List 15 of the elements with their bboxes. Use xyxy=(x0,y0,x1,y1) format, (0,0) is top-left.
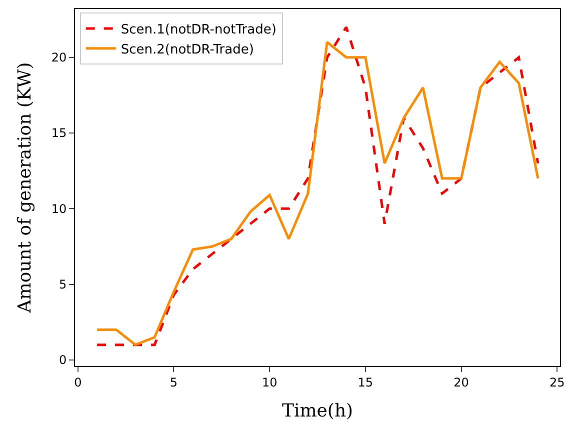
y-tick-label: 20 xyxy=(51,50,67,65)
legend-label: Scen.1(notDR-notTrade) xyxy=(120,22,276,38)
legend-label: Scen.2(notDR-Trade) xyxy=(120,42,254,58)
x-tick-label: 20 xyxy=(454,375,469,390)
x-tick-label: 5 xyxy=(170,375,178,390)
x-tick-label: 0 xyxy=(74,375,82,390)
y-tick-label: 5 xyxy=(58,278,67,292)
x-tick-label: 15 xyxy=(358,375,374,390)
x-tick-label: 10 xyxy=(262,375,278,390)
y-tick-label: 15 xyxy=(51,126,67,140)
y-tick-label: 0 xyxy=(58,353,67,368)
x-axis-title: Time(h) xyxy=(282,400,354,422)
y-axis-title: Amount of generation (KW) xyxy=(14,62,36,314)
x-tick-label: 25 xyxy=(549,375,565,390)
y-tick-label: 10 xyxy=(51,202,67,216)
